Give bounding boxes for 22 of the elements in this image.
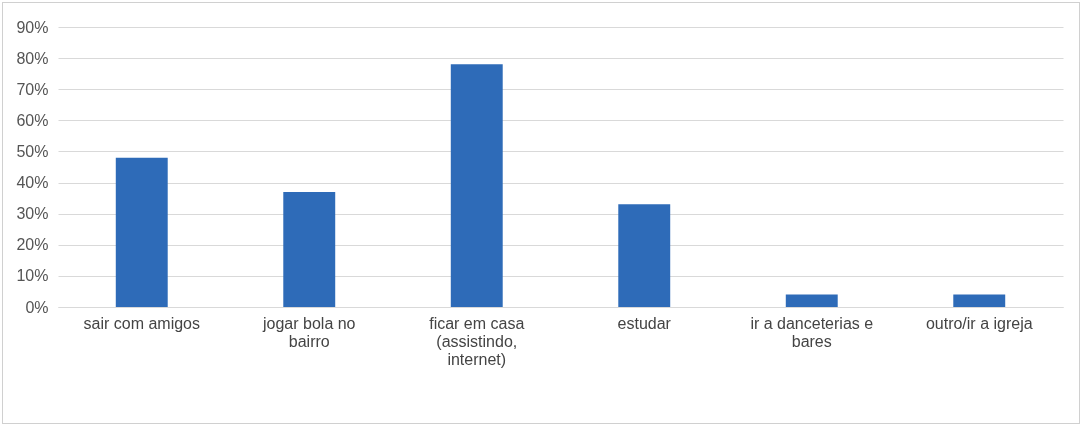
y-tick-label: 20%	[16, 236, 49, 254]
y-tick-label: 40%	[16, 174, 49, 192]
y-tick-label: 70%	[16, 80, 49, 98]
bar	[450, 64, 503, 307]
x-tick-label: ficar em casa (assistindo, internet)	[429, 314, 525, 368]
bar	[283, 191, 336, 307]
x-tick-label: estudar	[617, 314, 672, 332]
bar	[115, 157, 168, 307]
x-tick-label: jogar bola no bairro	[261, 314, 356, 350]
y-tick-label: 90%	[16, 18, 49, 36]
y-tick-label: 30%	[16, 205, 49, 223]
x-tick-label: sair com amigos	[83, 314, 200, 332]
y-tick-label: 50%	[16, 142, 49, 160]
y-tick-label: 0%	[25, 298, 49, 316]
y-tick-label: 80%	[16, 49, 49, 67]
bar	[618, 204, 671, 307]
x-tick-label: ir a danceterias e bares	[750, 314, 874, 350]
bar	[953, 294, 1006, 307]
y-tick-label: 10%	[16, 267, 49, 285]
bar	[785, 294, 838, 307]
x-tick-label: outro/ir a igreja	[925, 314, 1033, 332]
y-tick-label: 60%	[16, 111, 49, 129]
